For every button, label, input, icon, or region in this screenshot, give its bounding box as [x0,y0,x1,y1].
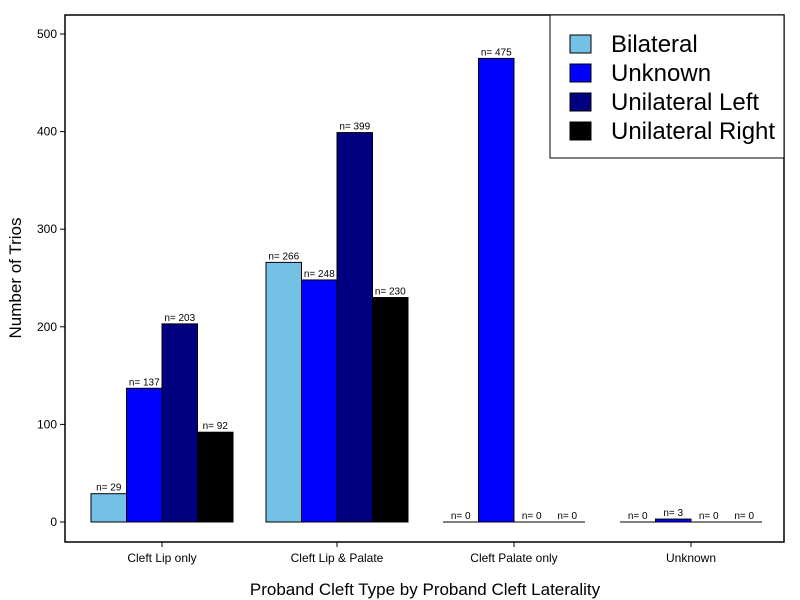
legend-swatch [569,92,592,112]
bar-value-label: n= 203 [164,313,195,324]
x-tick-label: Cleft Palate only [470,551,557,565]
bar-value-label: n= 248 [304,269,335,280]
bar-value-label: n= 0 [522,511,542,522]
plot-frame [64,14,785,543]
bar-value-label: n= 0 [451,511,471,522]
bar [478,57,515,523]
y-tick-label: 200 [37,320,57,334]
y-tick-label: 500 [37,27,57,41]
bar [655,518,692,523]
bar-value-label: n= 3 [663,508,683,519]
legend-swatch [569,63,592,83]
bar-value-label: n= 0 [734,511,754,522]
bar-value-label: n= 0 [699,511,719,522]
bar [197,431,234,523]
bar [126,387,163,523]
x-tick-label: Cleft Lip & Palate [291,551,384,565]
bar-value-label: n= 266 [268,251,299,262]
bar-value-label: n= 399 [339,122,370,133]
bar-value-label: n= 475 [481,47,512,58]
x-tick-label: Unknown [666,551,716,565]
bar [161,323,198,523]
legend-label: Unknown [611,60,711,87]
x-tick-label: Cleft Lip only [127,551,196,565]
bar-labels-group: n= 29 n= 137 n= 203 n= 92 n= 266 n= 248 n= 399… [96,47,754,522]
legend-swatch [569,34,592,54]
y-axis-title: Number of Trios [6,218,25,339]
bar [265,261,302,523]
bar [90,493,127,523]
bar-value-label: n= 0 [628,511,648,522]
x-axis-title: Proband Cleft Type by Proband Cleft Late… [250,580,601,599]
legend-label: Unilateral Left [611,89,759,116]
legend-label: Unilateral Right [611,118,775,145]
legend-label: Bilateral [611,31,698,58]
bar-value-label: n= 92 [203,421,229,432]
y-tick-label: 0 [50,515,57,529]
y-axis: 0 100 200 300 400 500 [37,27,65,529]
bars-group [90,57,762,523]
bar [301,279,338,523]
y-tick-label: 400 [37,125,57,139]
y-tick-label: 300 [37,222,57,236]
x-axis: Cleft Lip only Cleft Lip & Palate Cleft Pa… [127,542,716,565]
bar-value-label: n= 29 [96,483,122,494]
y-tick-label: 100 [37,417,57,431]
bar-value-label: n= 137 [129,377,160,388]
legend-swatch [569,121,592,141]
bar [336,132,373,523]
bar [372,297,409,523]
bar-value-label: n= 230 [375,287,406,298]
bar-value-label: n= 0 [557,511,577,522]
